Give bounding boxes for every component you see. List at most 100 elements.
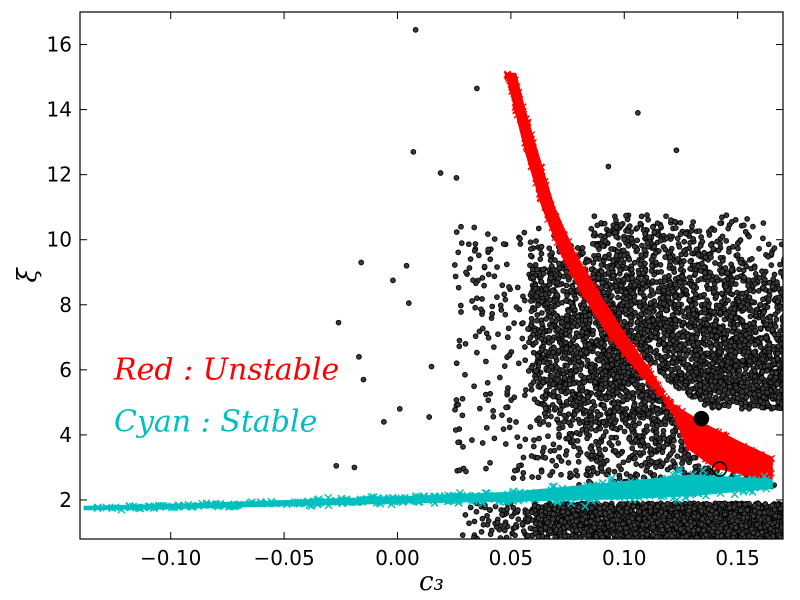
black-point [660,370,666,376]
black-point [556,444,563,451]
black-point [586,342,592,348]
black-point [490,344,497,350]
black-point [606,231,612,238]
black-point [690,311,697,317]
black-point [621,428,628,435]
black-point [565,459,572,466]
black-point [643,343,650,350]
black-point [626,256,633,263]
black-point [690,283,697,290]
black-point [749,256,755,262]
black-point [554,292,560,298]
black-point [785,392,790,397]
black-point [719,361,725,368]
black-point [749,308,756,314]
black-point [786,403,791,408]
black-point [581,379,588,386]
black-point [469,437,475,443]
black-point [452,273,459,280]
black-point [784,358,789,363]
black-point [730,368,736,374]
black-point [664,466,671,473]
black-point [667,451,674,457]
black-point [739,357,746,364]
black-point [670,332,676,338]
black-point [784,318,789,323]
black-point [533,368,540,374]
black-point [538,278,545,285]
black-point [560,367,566,374]
black-point [787,508,792,513]
black-point [654,220,661,227]
black-point [536,415,542,422]
black-point [782,509,783,513]
black-point [490,413,497,420]
black-point [515,360,522,367]
black-point [621,318,628,325]
black-point [555,275,562,282]
black-point [717,379,724,385]
black-point [734,252,741,258]
black-point [522,344,528,350]
black-point [734,395,741,402]
black-point [701,291,708,298]
black-point [598,262,605,268]
black-point [561,352,568,359]
black-point [761,309,767,315]
black-point [623,212,629,219]
black-point [737,237,744,243]
black-point [734,274,740,281]
black-point [705,335,711,341]
black-point [570,337,577,344]
black-point [735,298,742,305]
black-point [588,416,594,423]
black-point [685,308,691,314]
black-point [719,233,726,240]
black-point [712,322,718,328]
black-point [697,267,704,274]
black-point [694,352,700,359]
black-point [457,302,464,309]
black-point [655,312,661,318]
black-point [602,376,609,382]
black-point [732,281,739,287]
black-point [602,446,608,453]
black-point [718,290,725,297]
black-point [639,280,646,287]
black-point [574,437,581,444]
black-point [672,225,679,231]
black-point [701,401,708,408]
black-point [555,348,562,354]
black-point [667,300,674,307]
black-point [660,340,667,347]
black-point [628,236,635,242]
black-point [784,509,789,514]
black-point [628,266,635,273]
black-point [772,311,779,318]
black-point [646,310,653,316]
black-point [613,434,620,441]
black-point [635,406,642,413]
black-point [525,368,532,374]
black-point [637,220,644,227]
black-point [645,216,651,223]
black-point [615,440,622,446]
black-point [586,312,593,318]
black-point [702,254,709,261]
black-point [743,289,750,296]
black-point [784,342,789,347]
black-point [583,349,590,355]
black-point [751,265,758,271]
black-point [750,223,756,230]
black-point [763,321,770,328]
black-point [622,375,629,382]
black-point [717,309,724,316]
black-point [713,373,720,380]
black-point [738,303,744,309]
black-point [670,458,676,464]
black-point [687,388,693,395]
black-point [549,373,555,379]
black-point [731,306,738,312]
black-point [662,254,669,260]
black-point [774,350,781,357]
